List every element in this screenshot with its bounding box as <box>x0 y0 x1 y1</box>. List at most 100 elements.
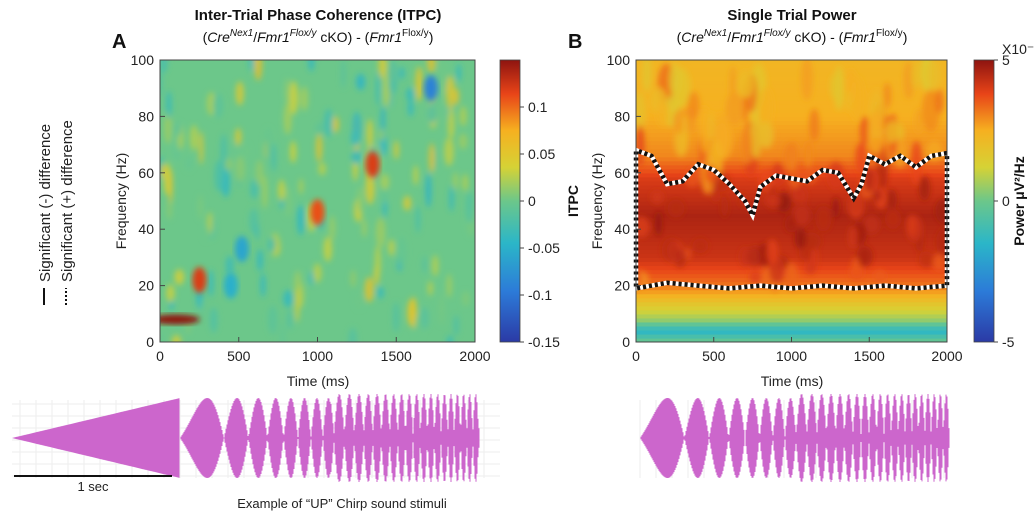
itpc-blob <box>428 142 435 173</box>
itpc-blob <box>355 293 363 309</box>
power-band <box>636 237 947 242</box>
itpc-blob <box>323 108 333 138</box>
itpc-blob <box>447 106 455 140</box>
itpc-blob <box>427 280 433 296</box>
itpc-blob <box>425 172 432 208</box>
y-axis-label-a: Frequency (Hz) <box>113 153 129 249</box>
power-band <box>636 76 947 81</box>
power-blob <box>934 88 944 114</box>
itpc-blob <box>249 179 259 199</box>
power-band <box>636 253 947 258</box>
x-tick-label: 2000 <box>459 348 490 364</box>
power-blob <box>749 270 762 284</box>
power-band <box>636 104 947 109</box>
y-tick-label: 20 <box>138 278 154 294</box>
itpc-blob <box>295 288 300 323</box>
x-tick-label: 500 <box>702 348 726 364</box>
power-blob <box>667 199 685 218</box>
y-tick-label: 40 <box>614 221 630 237</box>
itpc-blob <box>232 140 237 172</box>
itpc-blob <box>362 218 367 238</box>
power-band <box>636 80 947 85</box>
power-blob <box>661 237 680 262</box>
itpc-blob <box>173 122 182 137</box>
colorbar-tick-label: -0.1 <box>528 287 552 303</box>
axes-a: 0 500 1000 1500 2000 0 20 40 60 80 100 <box>131 52 491 364</box>
itpc-blob <box>189 124 199 151</box>
power-blob <box>737 70 754 99</box>
itpc-blob <box>348 327 358 342</box>
power-blob <box>712 172 731 192</box>
power-band <box>636 132 947 138</box>
itpc-blob <box>350 269 356 288</box>
power-band <box>636 301 947 307</box>
power-band <box>636 209 947 214</box>
power-blob <box>910 140 923 186</box>
power-blob <box>692 238 709 254</box>
y-tick-label: 0 <box>622 334 630 350</box>
itpc-blob <box>332 116 340 133</box>
itpc-blob <box>444 137 454 166</box>
itpc-blob <box>256 249 264 272</box>
itpc-blob <box>453 88 460 106</box>
itpc-feature <box>223 272 238 299</box>
colorbar-label-a: ITPC <box>565 185 581 217</box>
itpc-blob <box>235 156 246 182</box>
itpc-blob <box>309 270 314 286</box>
power-blob <box>765 194 782 208</box>
itpc-blob <box>225 158 233 171</box>
itpc-blob <box>244 143 249 159</box>
itpc-blob <box>254 60 263 81</box>
power-blob <box>762 267 770 286</box>
itpc-blob <box>283 103 292 135</box>
power-band <box>636 84 947 89</box>
power-blob <box>725 92 744 126</box>
power-band <box>636 233 947 238</box>
power-blob <box>650 190 664 204</box>
x-tick-label: 1000 <box>776 348 807 364</box>
power-blob <box>926 60 942 91</box>
power-blob <box>798 246 813 261</box>
itpc-blob <box>315 133 323 163</box>
itpc-blob <box>283 290 294 308</box>
power-blob <box>832 196 839 218</box>
power-band <box>636 313 947 319</box>
itpc-blob <box>365 170 375 205</box>
power-blob <box>759 121 774 149</box>
itpc-blob <box>374 245 381 278</box>
power-blob <box>851 257 860 277</box>
panel-label-a: A <box>112 31 126 53</box>
itpc-blob <box>393 140 399 160</box>
itpc-feature <box>310 199 325 226</box>
power-band <box>636 68 947 73</box>
itpc-blob <box>413 165 419 186</box>
itpc-blob <box>286 309 293 330</box>
itpc-blob <box>414 313 423 341</box>
chart-title-a: Inter-Trial Phase Coherence (ITPC) <box>195 7 442 24</box>
power-blob <box>859 115 870 147</box>
itpc-heatmap <box>160 60 475 342</box>
power-band <box>636 88 947 93</box>
power-blob <box>809 108 820 142</box>
itpc-blob <box>375 217 386 248</box>
itpc-blob <box>459 105 467 127</box>
itpc-blob <box>446 273 452 298</box>
power-blob <box>855 142 868 173</box>
itpc-blob <box>160 331 164 342</box>
power-blob <box>935 198 947 224</box>
power-blob <box>739 247 751 267</box>
itpc-blob <box>458 133 468 150</box>
power-blob <box>848 225 858 249</box>
power-blob <box>792 204 811 226</box>
power-blob <box>669 63 681 97</box>
power-band <box>636 112 947 117</box>
power-blob <box>815 205 832 232</box>
itpc-blob <box>323 236 333 262</box>
legend-solid-label: Significant (-) difference <box>37 124 54 282</box>
itpc-blob <box>315 122 324 135</box>
power-blob <box>798 187 807 203</box>
itpc-blob <box>355 73 366 91</box>
itpc-blob <box>214 160 224 192</box>
itpc-blob <box>271 142 277 173</box>
